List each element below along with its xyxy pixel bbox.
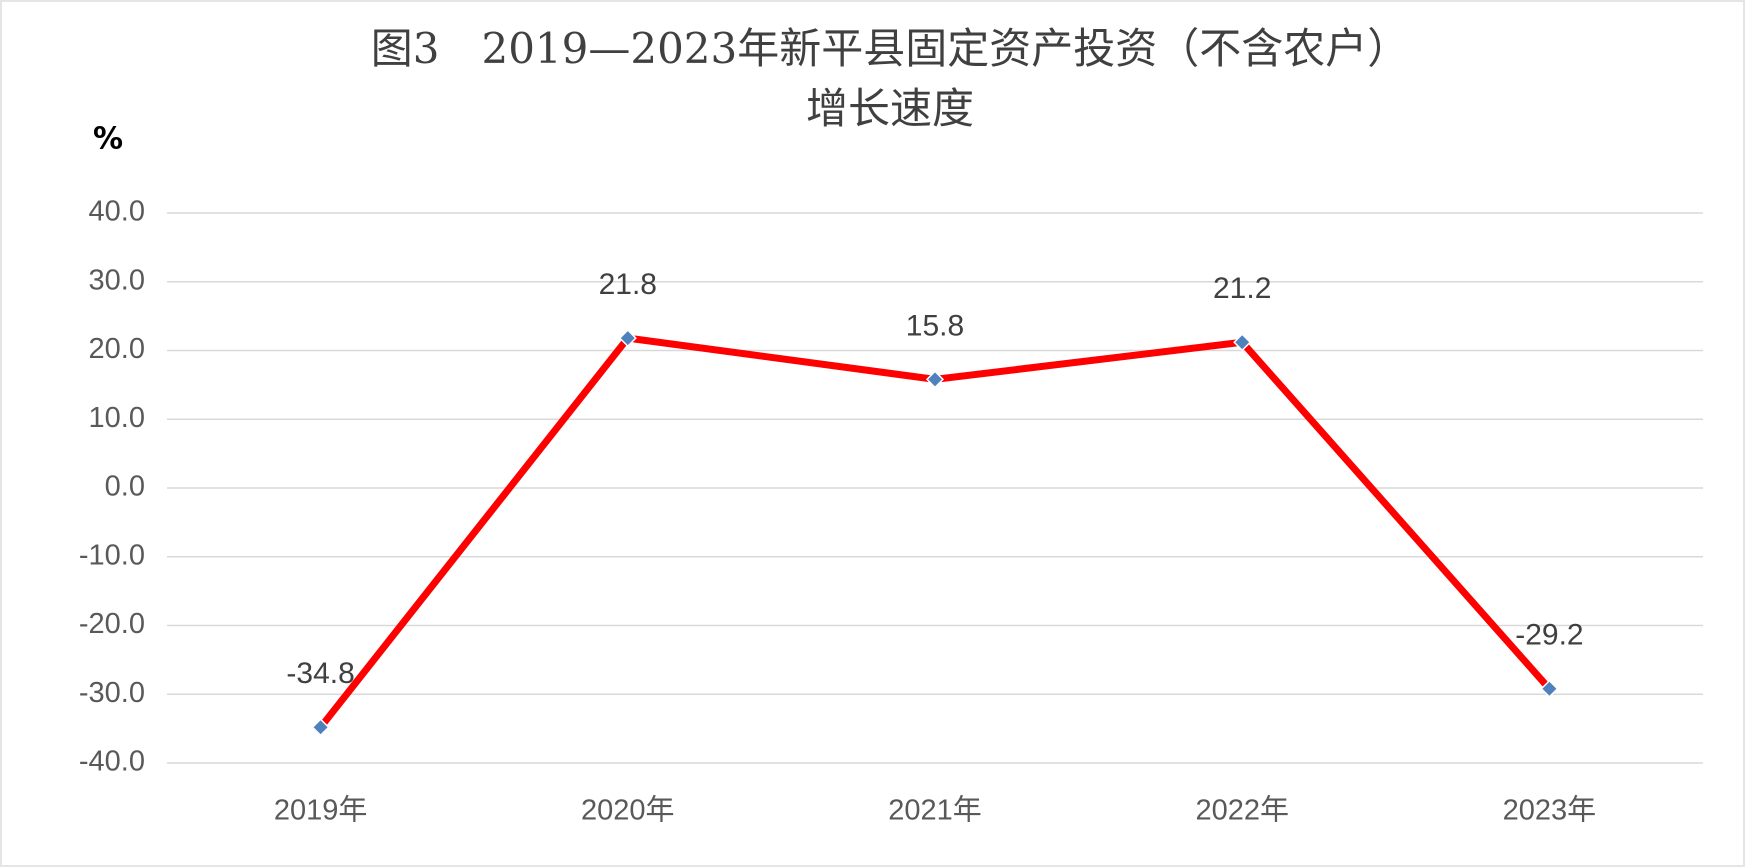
data-label: -34.8 bbox=[286, 657, 354, 690]
marker bbox=[311, 718, 330, 737]
data-label: 21.8 bbox=[599, 268, 657, 301]
marker bbox=[1540, 679, 1559, 698]
x-tick-label: 2020年 bbox=[581, 794, 675, 827]
y-tick-label: 10.0 bbox=[89, 402, 145, 434]
y-tick-label: 20.0 bbox=[89, 333, 145, 365]
y-axis-label: % bbox=[93, 122, 123, 157]
data-label: 21.2 bbox=[1213, 272, 1271, 305]
data-label: 15.8 bbox=[906, 309, 964, 342]
x-tick-label: 2019年 bbox=[274, 794, 368, 827]
marker bbox=[925, 370, 945, 389]
y-tick-label: -20.0 bbox=[79, 608, 145, 640]
x-tick-label: 2021年 bbox=[888, 794, 982, 827]
y-tick-label: 30.0 bbox=[89, 264, 145, 296]
y-tick-label: 0.0 bbox=[105, 471, 145, 503]
x-tick-label: 2022年 bbox=[1195, 794, 1289, 827]
x-tick-label: 2023年 bbox=[1503, 794, 1597, 827]
data-label: -29.2 bbox=[1515, 619, 1583, 652]
chart-title: 图3 2019—2023年新平县固定资产投资（不含农户） bbox=[371, 24, 1410, 73]
marker bbox=[1233, 333, 1252, 352]
y-tick-label: 40.0 bbox=[89, 196, 145, 228]
y-tick-label: -10.0 bbox=[79, 539, 145, 571]
chart-title: 增长速度 bbox=[806, 84, 974, 133]
y-tick-label: -40.0 bbox=[79, 746, 145, 778]
marker bbox=[618, 329, 637, 348]
y-tick-label: -30.0 bbox=[79, 677, 145, 709]
